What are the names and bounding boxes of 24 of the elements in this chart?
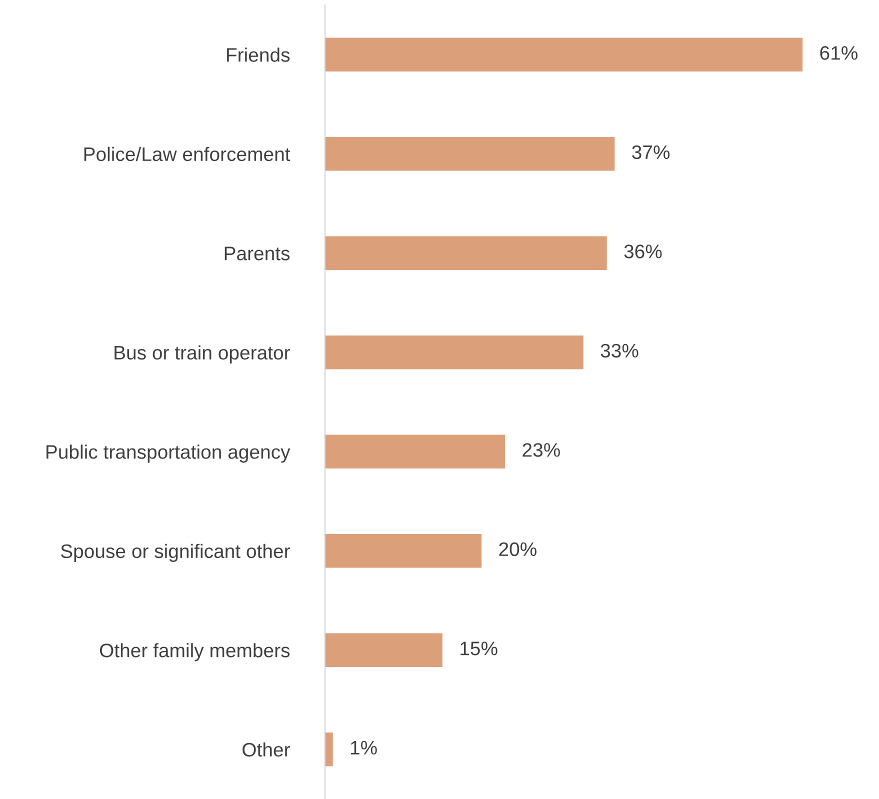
- bar: [325, 434, 506, 468]
- y-tick-label: Friends: [227, 48, 290, 62]
- bar: [325, 336, 584, 370]
- bar: [325, 633, 442, 667]
- y-tick-label: Spouse or significant other: [60, 544, 290, 562]
- bar: [325, 38, 803, 72]
- y-tick-label: Other: [242, 742, 290, 757]
- data-label: 37%: [632, 145, 670, 160]
- y-tick-label: Public transportation agency: [46, 444, 290, 463]
- data-label: 20%: [499, 542, 536, 556]
- bar: [325, 732, 333, 766]
- y-tick-label: Police/Law enforcement: [84, 146, 290, 162]
- bar: [325, 137, 615, 171]
- data-label: 61%: [820, 46, 858, 60]
- bar: [325, 534, 482, 568]
- y-tick-label: Parents: [224, 246, 290, 260]
- y-tick-label: Bus or train operator: [114, 345, 290, 364]
- bar: [325, 236, 607, 270]
- data-label: 15%: [460, 642, 498, 656]
- data-label: 23%: [522, 443, 560, 457]
- data-label: 1%: [350, 740, 377, 755]
- y-tick-label: Other family members: [100, 643, 290, 662]
- data-label: 36%: [624, 244, 662, 258]
- data-label: 33%: [600, 344, 638, 358]
